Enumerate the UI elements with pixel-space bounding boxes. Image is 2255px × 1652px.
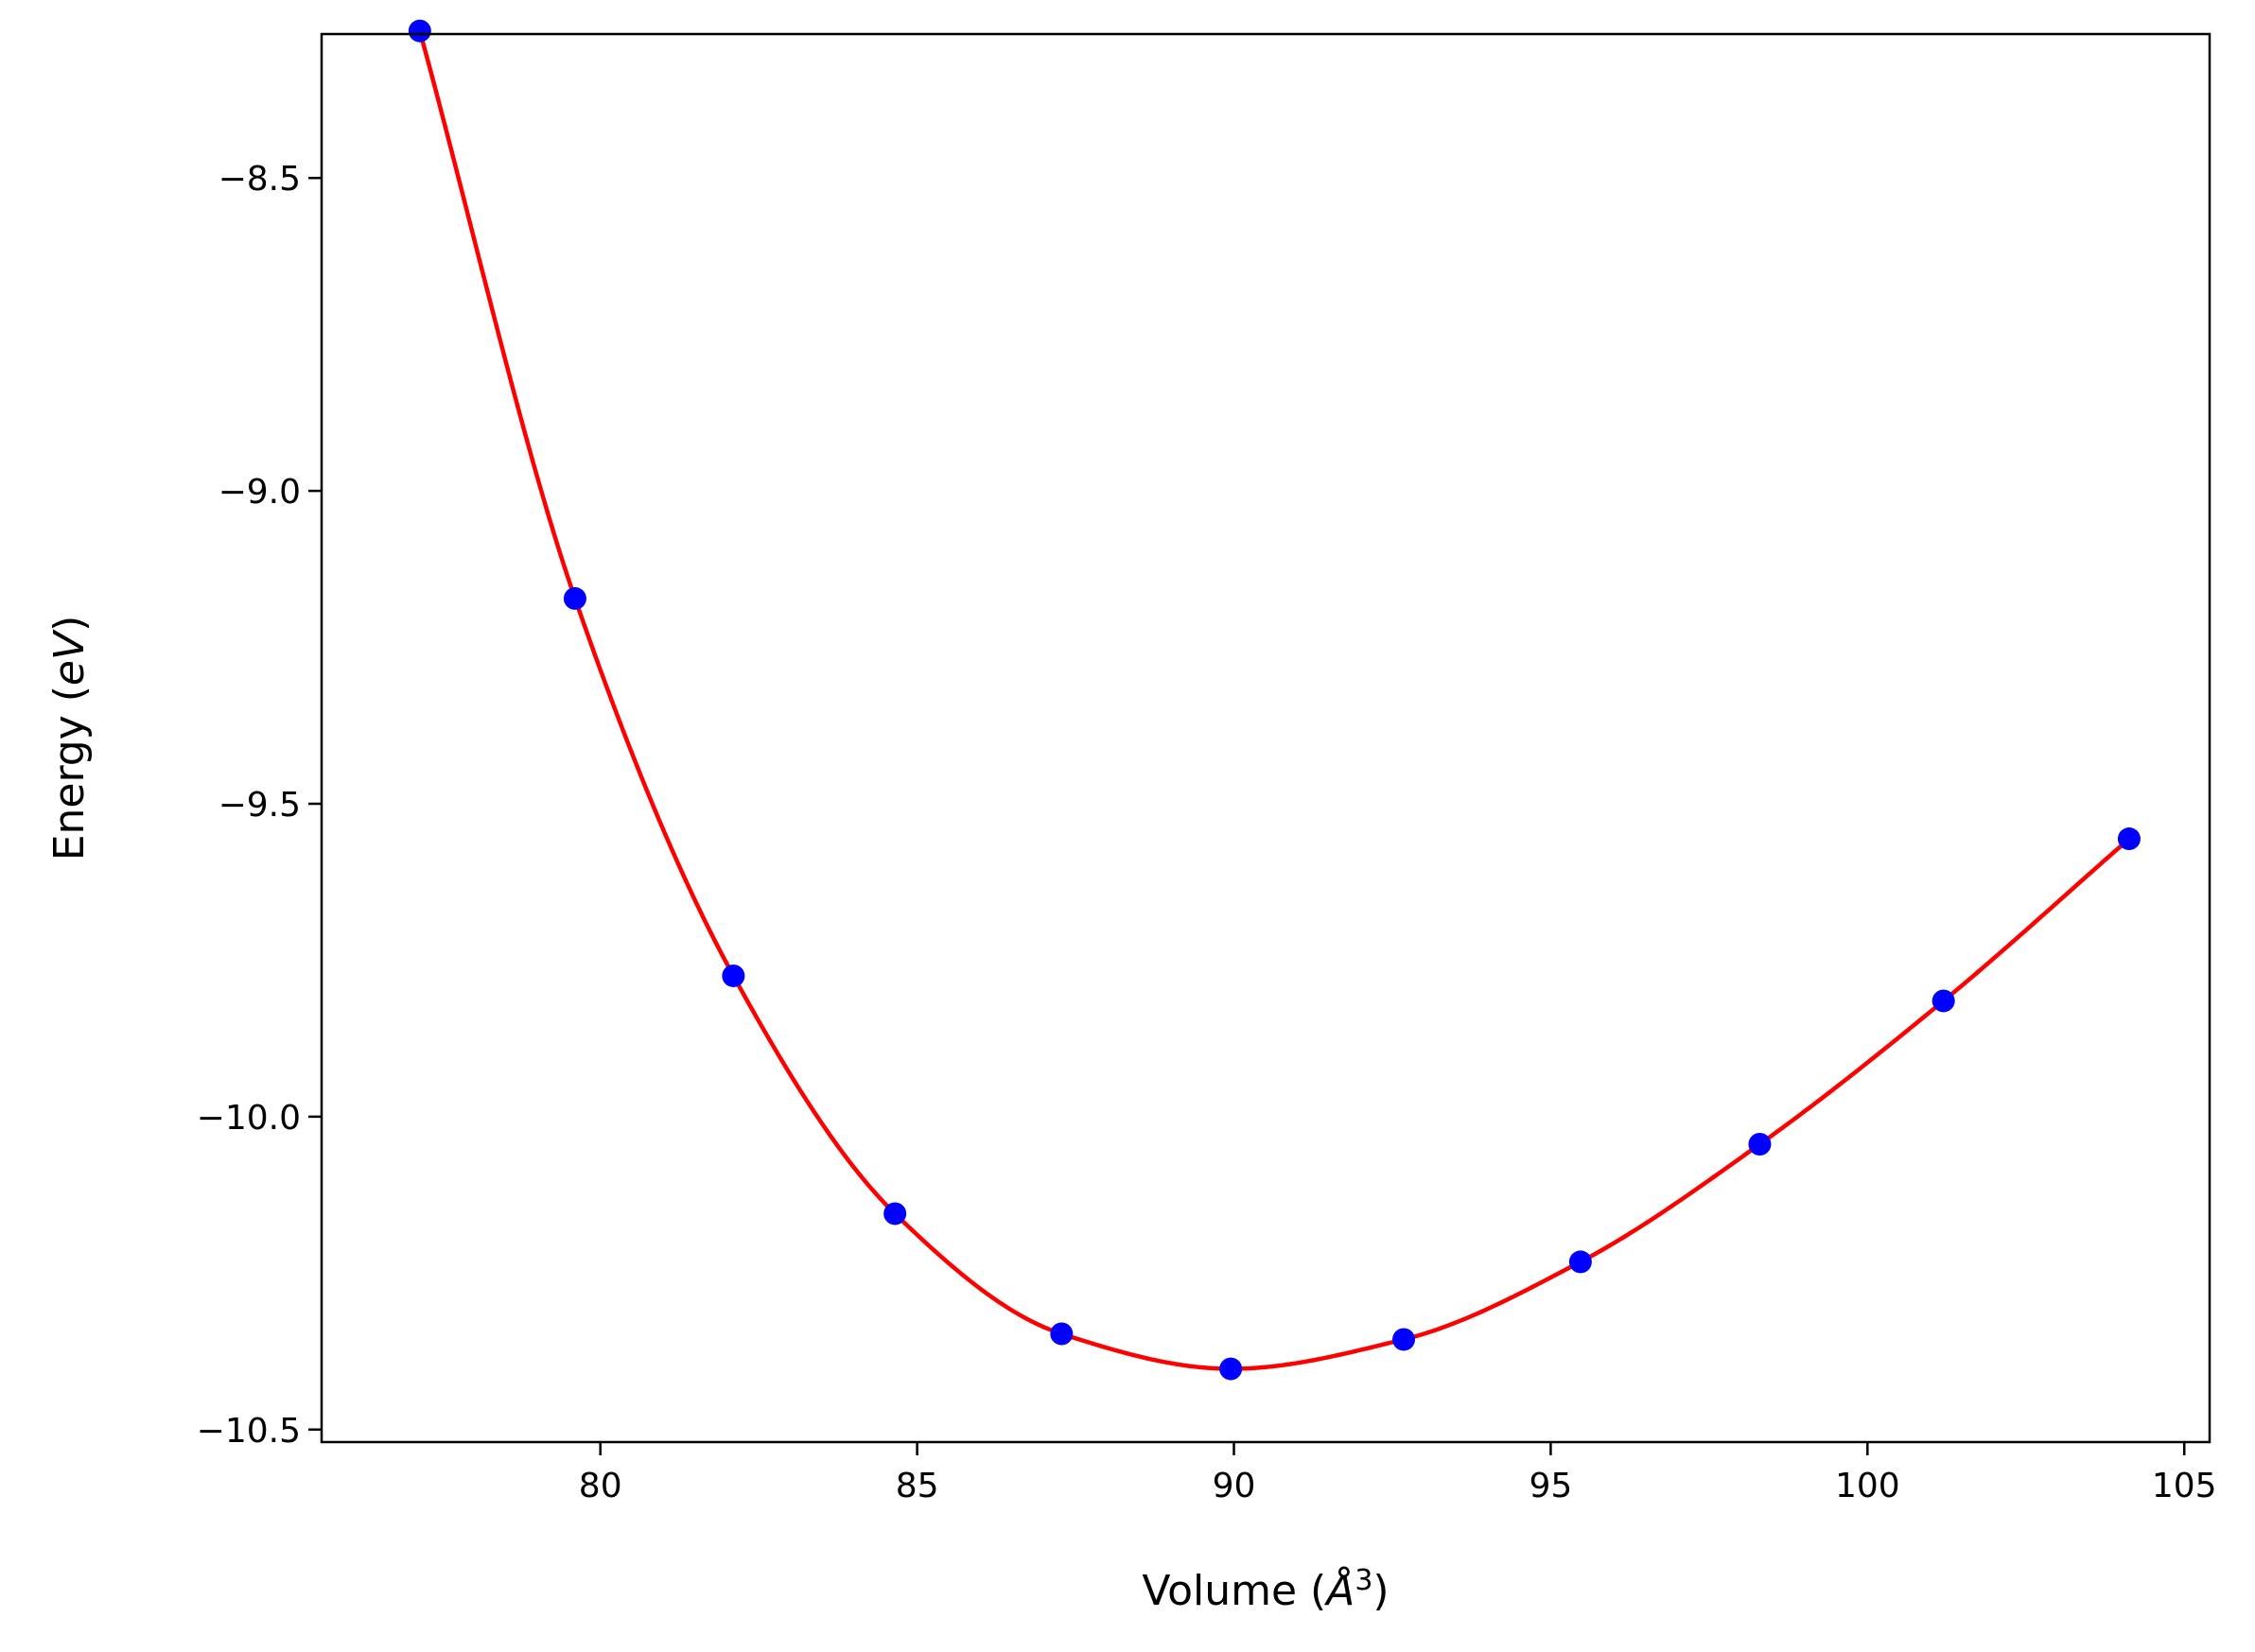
data-point [1932, 989, 1955, 1013]
y-tick-label: −8.5 [219, 160, 301, 199]
y-tick-label: −10.0 [197, 1099, 301, 1138]
y-axis-ticks: −8.5 −9.0 −9.5 −10.0 −10.5 [197, 160, 322, 1451]
fit-curve [417, 30, 2131, 1371]
data-point [563, 586, 586, 610]
x-tick-label: 80 [579, 1467, 622, 1505]
data-point [408, 19, 431, 43]
y-tick-label: −9.0 [219, 473, 301, 512]
data-point [1050, 1322, 1074, 1346]
y-tick-label: −10.5 [197, 1412, 301, 1451]
plot-frame [320, 32, 2211, 1444]
data-point [2117, 827, 2141, 851]
data-point [1219, 1357, 1243, 1381]
data-point [1748, 1132, 1772, 1156]
x-axis-label: Volume (Å3) [1142, 1564, 1389, 1615]
x-axis-ticks: 80 85 90 95 100 105 [579, 1442, 2217, 1505]
data-point [1392, 1328, 1416, 1351]
y-axis-label: Energy (eV) [45, 616, 94, 861]
y-tick-label: −9.5 [219, 786, 301, 825]
x-tick-label: 90 [1213, 1467, 1256, 1505]
data-point [722, 964, 745, 987]
data-point [883, 1202, 907, 1226]
x-tick-label: 105 [2152, 1467, 2217, 1505]
x-tick-label: 95 [1530, 1467, 1573, 1505]
x-tick-label: 85 [896, 1467, 939, 1505]
x-tick-label: 100 [1835, 1467, 1900, 1505]
data-point [1568, 1250, 1592, 1274]
plot-layer [408, 19, 2141, 1381]
